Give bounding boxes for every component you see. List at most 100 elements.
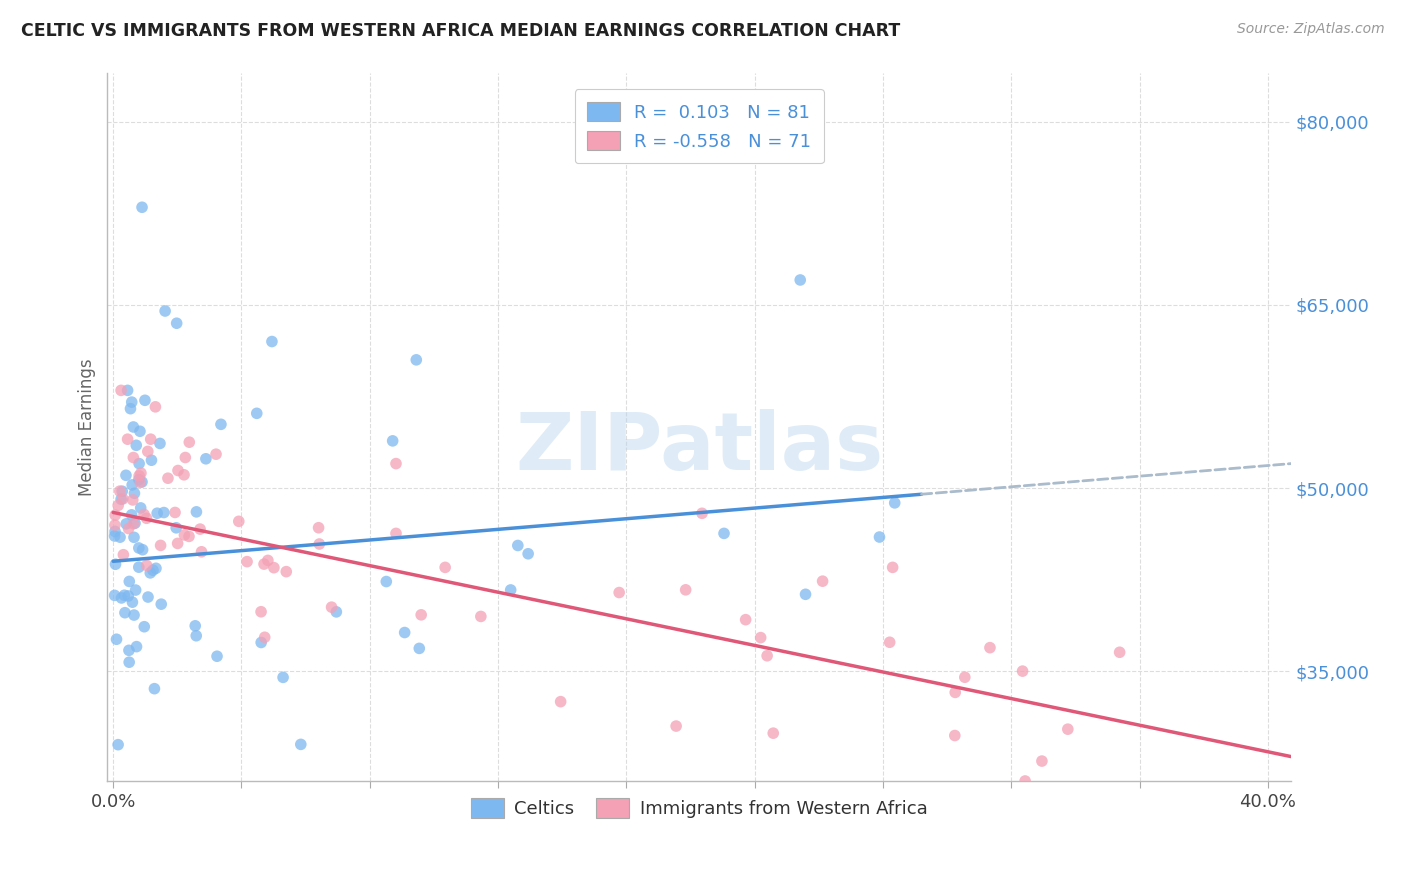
Point [110, 384, 132, 398]
Point [150, 597, 173, 611]
Point [470, 609, 492, 624]
Point [257, 553, 280, 567]
Point [128, 457, 150, 471]
Point [607, 585, 630, 599]
Point [112, 548, 135, 562]
Point [110, 591, 132, 605]
Legend: Celtics, Immigrants from Western Africa: Celtics, Immigrants from Western Africa [464, 790, 935, 825]
Point [156, 471, 179, 485]
Point [117, 384, 139, 398]
Point [145, 561, 167, 575]
Point [381, 434, 404, 448]
Point [115, 468, 138, 483]
Point [121, 508, 143, 522]
Point [129, 424, 152, 438]
Point [184, 619, 207, 633]
Point [111, 484, 134, 499]
Point [385, 526, 408, 541]
Point [499, 582, 522, 597]
Point [122, 608, 145, 623]
Point [166, 536, 188, 550]
Point [1014, 774, 1036, 789]
Point [665, 719, 688, 733]
Point [135, 511, 157, 525]
Point [128, 541, 150, 555]
Point [129, 475, 152, 490]
Point [205, 447, 228, 461]
Point [128, 473, 150, 487]
Point [943, 685, 966, 699]
Point [107, 499, 129, 513]
Point [1011, 664, 1033, 678]
Point [122, 516, 145, 531]
Point [105, 632, 128, 647]
Point [121, 595, 143, 609]
Point [308, 537, 330, 551]
Point [209, 417, 232, 432]
Point [104, 524, 127, 539]
Point [953, 670, 976, 684]
Point [136, 590, 159, 604]
Point [121, 492, 143, 507]
Point [129, 500, 152, 515]
Point [131, 475, 153, 489]
Point [1056, 722, 1078, 736]
Point [883, 496, 905, 510]
Point [125, 640, 148, 654]
Point [811, 574, 834, 589]
Point [675, 582, 697, 597]
Point [325, 605, 347, 619]
Point [394, 625, 416, 640]
Point [194, 451, 217, 466]
Point [145, 400, 167, 414]
Point [153, 506, 176, 520]
Point [188, 522, 211, 536]
Point [173, 467, 195, 482]
Point [124, 582, 146, 597]
Point [190, 545, 212, 559]
Point [506, 539, 529, 553]
Point [139, 432, 162, 446]
Point [879, 635, 901, 649]
Point [121, 478, 143, 492]
Point [166, 316, 188, 330]
Point [124, 486, 146, 500]
Point [131, 542, 153, 557]
Point [125, 438, 148, 452]
Point [165, 506, 187, 520]
Point [104, 518, 127, 533]
Point [517, 547, 540, 561]
Point [122, 450, 145, 465]
Point [120, 401, 142, 416]
Point [756, 648, 779, 663]
Point [104, 558, 127, 572]
Point [1108, 645, 1130, 659]
Point [131, 200, 153, 214]
Point [104, 508, 127, 522]
Text: Source: ZipAtlas.com: Source: ZipAtlas.com [1237, 22, 1385, 37]
Point [108, 484, 131, 499]
Point [260, 334, 283, 349]
Point [308, 521, 330, 535]
Point [134, 620, 156, 634]
Point [550, 695, 572, 709]
Point [749, 631, 772, 645]
Point [128, 560, 150, 574]
Point [979, 640, 1001, 655]
Point [882, 560, 904, 574]
Point [253, 630, 276, 644]
Point [167, 463, 190, 477]
Point [411, 607, 433, 622]
Point [128, 468, 150, 483]
Point [118, 643, 141, 657]
Point [734, 613, 756, 627]
Point [146, 506, 169, 520]
Point [135, 558, 157, 573]
Point [869, 530, 891, 544]
Point [405, 352, 427, 367]
Point [104, 588, 127, 602]
Point [124, 516, 146, 531]
Point [118, 655, 141, 669]
Point [228, 514, 250, 528]
Point [136, 444, 159, 458]
